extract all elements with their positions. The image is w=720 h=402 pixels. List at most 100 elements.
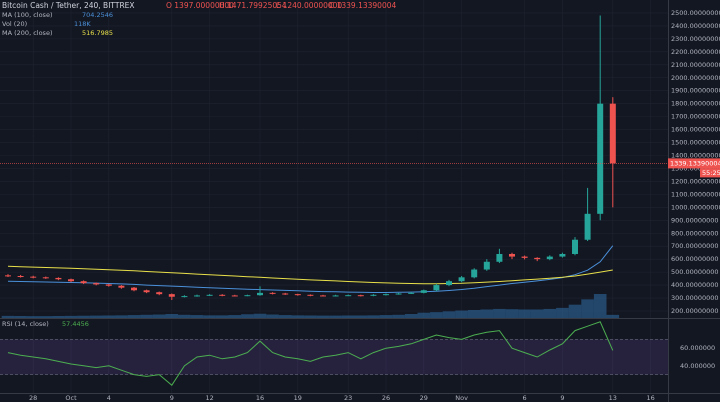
rsi-line — [7, 321, 614, 386]
volume-bar — [291, 315, 305, 318]
legend-value: 118K — [74, 20, 91, 28]
volume-bar — [266, 314, 279, 318]
y-tick-label: 1200.00000000 — [671, 177, 720, 185]
candle-body — [282, 293, 289, 295]
candle-body — [206, 294, 213, 296]
volume-bar — [581, 299, 594, 318]
volume-bar — [392, 314, 405, 318]
y-tick-label: 2100.00000000 — [671, 61, 720, 69]
volume-bar — [203, 315, 216, 318]
volume-bar — [190, 315, 204, 318]
volume-bar — [241, 314, 254, 318]
x-tick-label: 28 — [29, 394, 37, 402]
candle-body — [383, 294, 389, 296]
candle-body — [446, 281, 452, 286]
y-tick-label: 1000.00000000 — [671, 203, 720, 211]
volume-bar — [417, 312, 431, 318]
candle-body — [370, 294, 377, 296]
candle-body — [42, 277, 49, 279]
x-tick-label: 6 — [523, 394, 527, 402]
x-tick-label: 29 — [420, 394, 428, 402]
candle-body — [269, 292, 276, 294]
volume-bar — [568, 304, 582, 318]
candle-body — [345, 295, 352, 297]
volume-bar — [253, 313, 267, 318]
x-tick-label: 4 — [107, 394, 111, 402]
volume-bar — [14, 316, 27, 318]
x-tick-label: 16 — [646, 394, 654, 402]
x-tick-label: Nov — [455, 394, 468, 402]
y-tick-label: 1100.00000000 — [671, 190, 720, 198]
candle-body — [332, 295, 339, 297]
candle-body — [55, 277, 62, 280]
moving-average-line — [7, 265, 613, 285]
y-tick-label: 500.00000000 — [671, 268, 719, 276]
volume-bar — [606, 314, 620, 318]
candle-body — [572, 239, 578, 254]
candle-body — [408, 292, 415, 294]
candle-body — [483, 261, 490, 270]
y-tick-label: 1700.00000000 — [671, 113, 720, 121]
rsi-legend: RSI (14, close) — [2, 320, 49, 328]
countdown: 55:25 — [702, 169, 720, 177]
candle-body — [156, 292, 163, 295]
candle-body — [496, 253, 503, 262]
candle-body — [559, 253, 566, 257]
ohlc-label: H 1471.79925054 — [219, 1, 287, 10]
countdown-tag — [700, 168, 720, 178]
y-tick-label: 2000.00000000 — [671, 74, 720, 82]
volume-bar — [178, 314, 191, 318]
candle-body — [546, 256, 553, 260]
candle-body — [219, 294, 226, 296]
volume-bar — [228, 315, 242, 318]
volume-bar — [593, 294, 607, 318]
x-tick-label: 9 — [560, 394, 564, 402]
volume-bar — [329, 315, 342, 318]
candle-body — [257, 292, 263, 296]
moving-average-line — [7, 245, 614, 293]
candle-body — [584, 213, 591, 240]
x-tick-label: 26 — [382, 394, 390, 402]
last-price-tag — [668, 158, 720, 169]
volume-bar — [89, 315, 103, 318]
volume-bar — [518, 309, 531, 318]
volume-bar — [367, 315, 380, 318]
volume-bar — [278, 315, 292, 318]
y-tick-label: 1400.00000000 — [671, 152, 720, 160]
candle-body — [521, 256, 528, 258]
volume-bar — [404, 314, 418, 318]
volume-bar — [165, 314, 179, 318]
candle-body — [357, 295, 364, 297]
volume-bar — [316, 315, 330, 318]
ohlc-label: O 1397.00000000 — [166, 1, 234, 10]
volume-bar — [77, 315, 90, 318]
rsi-tick-label: 60.000000 — [680, 344, 715, 352]
y-tick-label: 2300.00000000 — [671, 35, 720, 43]
candle-body — [181, 296, 188, 298]
volume-bar — [52, 316, 65, 318]
legend-value: 704.2546 — [82, 11, 113, 19]
y-tick-label: 900.00000000 — [671, 216, 719, 224]
candle-body — [509, 253, 515, 257]
ohlc-label: L 1240.00000000 — [276, 1, 342, 10]
volume-bar — [39, 316, 53, 318]
y-tick-label: 800.00000000 — [671, 229, 719, 237]
x-tick-label: 19 — [294, 394, 302, 402]
volume-bar — [115, 315, 128, 318]
x-tick-label: 16 — [256, 394, 264, 402]
candle-body — [194, 295, 200, 297]
y-tick-label: 400.00000000 — [671, 281, 719, 289]
candle-body — [80, 281, 87, 284]
volume-bar — [467, 310, 481, 318]
volume-bar — [493, 308, 506, 318]
legend-label: MA (200, close) — [2, 29, 52, 37]
candle-body — [5, 275, 11, 277]
legend-label: Vol (20) — [2, 20, 27, 28]
candle-body — [395, 293, 402, 295]
volume-bar — [64, 315, 78, 318]
x-tick-label: 13 — [609, 394, 617, 402]
y-tick-label: 700.00000000 — [671, 242, 719, 250]
rsi-value: 57.4456 — [62, 320, 89, 328]
